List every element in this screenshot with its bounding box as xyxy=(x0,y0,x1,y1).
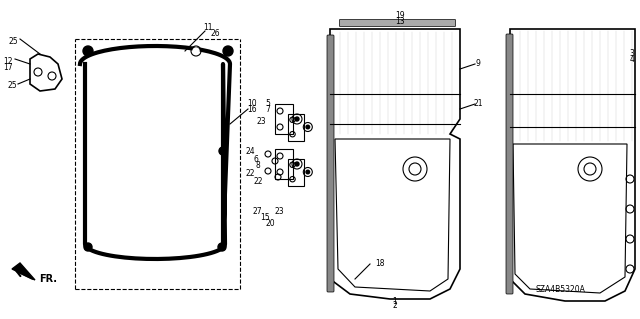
Text: 15: 15 xyxy=(260,212,270,221)
Text: 19: 19 xyxy=(395,11,405,19)
Circle shape xyxy=(83,46,93,56)
Text: 22: 22 xyxy=(253,176,263,186)
Text: 17: 17 xyxy=(3,63,13,71)
Circle shape xyxy=(223,46,233,56)
Text: 20: 20 xyxy=(265,219,275,227)
Text: 25: 25 xyxy=(8,36,18,46)
Text: 6: 6 xyxy=(253,154,259,164)
Circle shape xyxy=(84,243,92,251)
FancyBboxPatch shape xyxy=(339,19,456,26)
Text: 12: 12 xyxy=(3,57,13,66)
Text: 3: 3 xyxy=(630,49,634,58)
Circle shape xyxy=(295,117,299,121)
Circle shape xyxy=(306,170,310,174)
Text: 23: 23 xyxy=(274,206,284,216)
Text: 18: 18 xyxy=(375,259,385,269)
Text: 24: 24 xyxy=(245,146,255,155)
Text: SZA4B5320A: SZA4B5320A xyxy=(535,285,585,293)
Text: 25: 25 xyxy=(7,81,17,91)
Circle shape xyxy=(218,243,226,251)
Text: 13: 13 xyxy=(395,17,405,26)
Circle shape xyxy=(306,125,310,129)
Text: 22: 22 xyxy=(245,169,255,179)
Text: 7: 7 xyxy=(266,106,271,115)
Text: 1: 1 xyxy=(392,296,397,306)
Text: 4: 4 xyxy=(630,55,634,63)
Text: 9: 9 xyxy=(476,60,481,69)
FancyBboxPatch shape xyxy=(506,34,513,294)
Text: 27: 27 xyxy=(252,206,262,216)
Text: FR.: FR. xyxy=(39,274,57,284)
Circle shape xyxy=(193,48,199,54)
FancyBboxPatch shape xyxy=(327,35,334,292)
Polygon shape xyxy=(12,263,35,280)
Text: 21: 21 xyxy=(473,100,483,108)
Circle shape xyxy=(295,162,299,166)
Text: 10: 10 xyxy=(247,100,257,108)
Text: 11: 11 xyxy=(204,24,212,33)
Text: 26: 26 xyxy=(210,29,220,39)
Text: 8: 8 xyxy=(255,161,260,170)
Text: 23: 23 xyxy=(256,117,266,127)
Text: 5: 5 xyxy=(266,100,271,108)
Text: 2: 2 xyxy=(392,301,397,310)
Circle shape xyxy=(219,147,227,155)
Text: 16: 16 xyxy=(247,106,257,115)
